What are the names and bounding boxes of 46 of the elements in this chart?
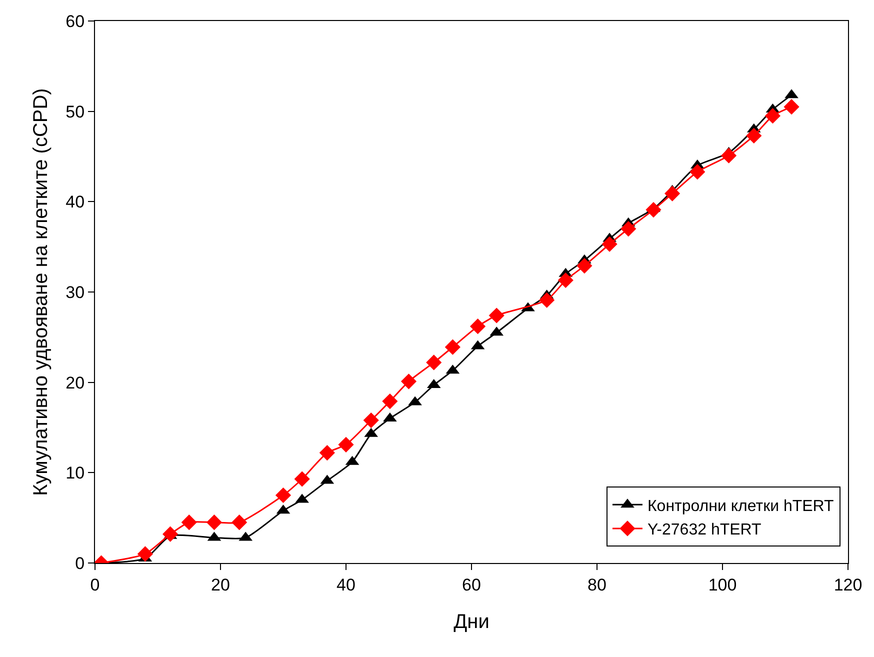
x-axis-title: Дни	[454, 610, 490, 633]
point	[539, 292, 555, 308]
legend-label: Y-27632 hTERT	[647, 522, 762, 539]
point	[275, 487, 292, 504]
point	[620, 220, 636, 237]
point	[646, 202, 662, 218]
x-tick-label: 100	[708, 575, 737, 594]
x-tick-label: 120	[834, 575, 862, 594]
point	[294, 471, 310, 487]
x-tick-label: 40	[336, 575, 356, 594]
point	[181, 514, 197, 530]
point	[319, 444, 335, 461]
point	[558, 272, 574, 288]
point	[764, 108, 780, 124]
x-tick-label: 0	[90, 575, 100, 594]
point	[576, 258, 592, 274]
point	[338, 436, 354, 452]
point	[488, 308, 504, 324]
y-tick-label: 60	[66, 12, 85, 31]
point	[664, 186, 680, 202]
x-tick-label: 80	[588, 575, 606, 594]
point	[720, 148, 737, 164]
y-tick-label: 0	[75, 554, 85, 573]
point	[137, 546, 153, 562]
point	[206, 514, 222, 530]
point	[426, 354, 442, 370]
x-tick-label: 60	[462, 575, 481, 594]
y-tick-label: 20	[66, 373, 85, 392]
point	[470, 318, 486, 334]
y-tick-label: 50	[66, 102, 85, 122]
point	[382, 394, 398, 410]
point	[400, 374, 417, 390]
point	[746, 128, 762, 144]
point	[232, 514, 248, 530]
point	[363, 412, 379, 428]
legend-label: Контролни клетки hTERT	[647, 498, 834, 515]
point	[602, 236, 618, 252]
y-tick-label: 10	[66, 464, 85, 483]
y-tick-label: 40	[66, 192, 85, 212]
point	[444, 339, 460, 355]
point	[690, 164, 706, 180]
point	[784, 99, 800, 115]
y-axis-title: Кумулативно удвояване на клетките (cCPD)	[30, 88, 52, 496]
point	[162, 526, 178, 542]
x-tick-label: 20	[211, 575, 230, 594]
y-tick-label: 30	[66, 282, 85, 302]
